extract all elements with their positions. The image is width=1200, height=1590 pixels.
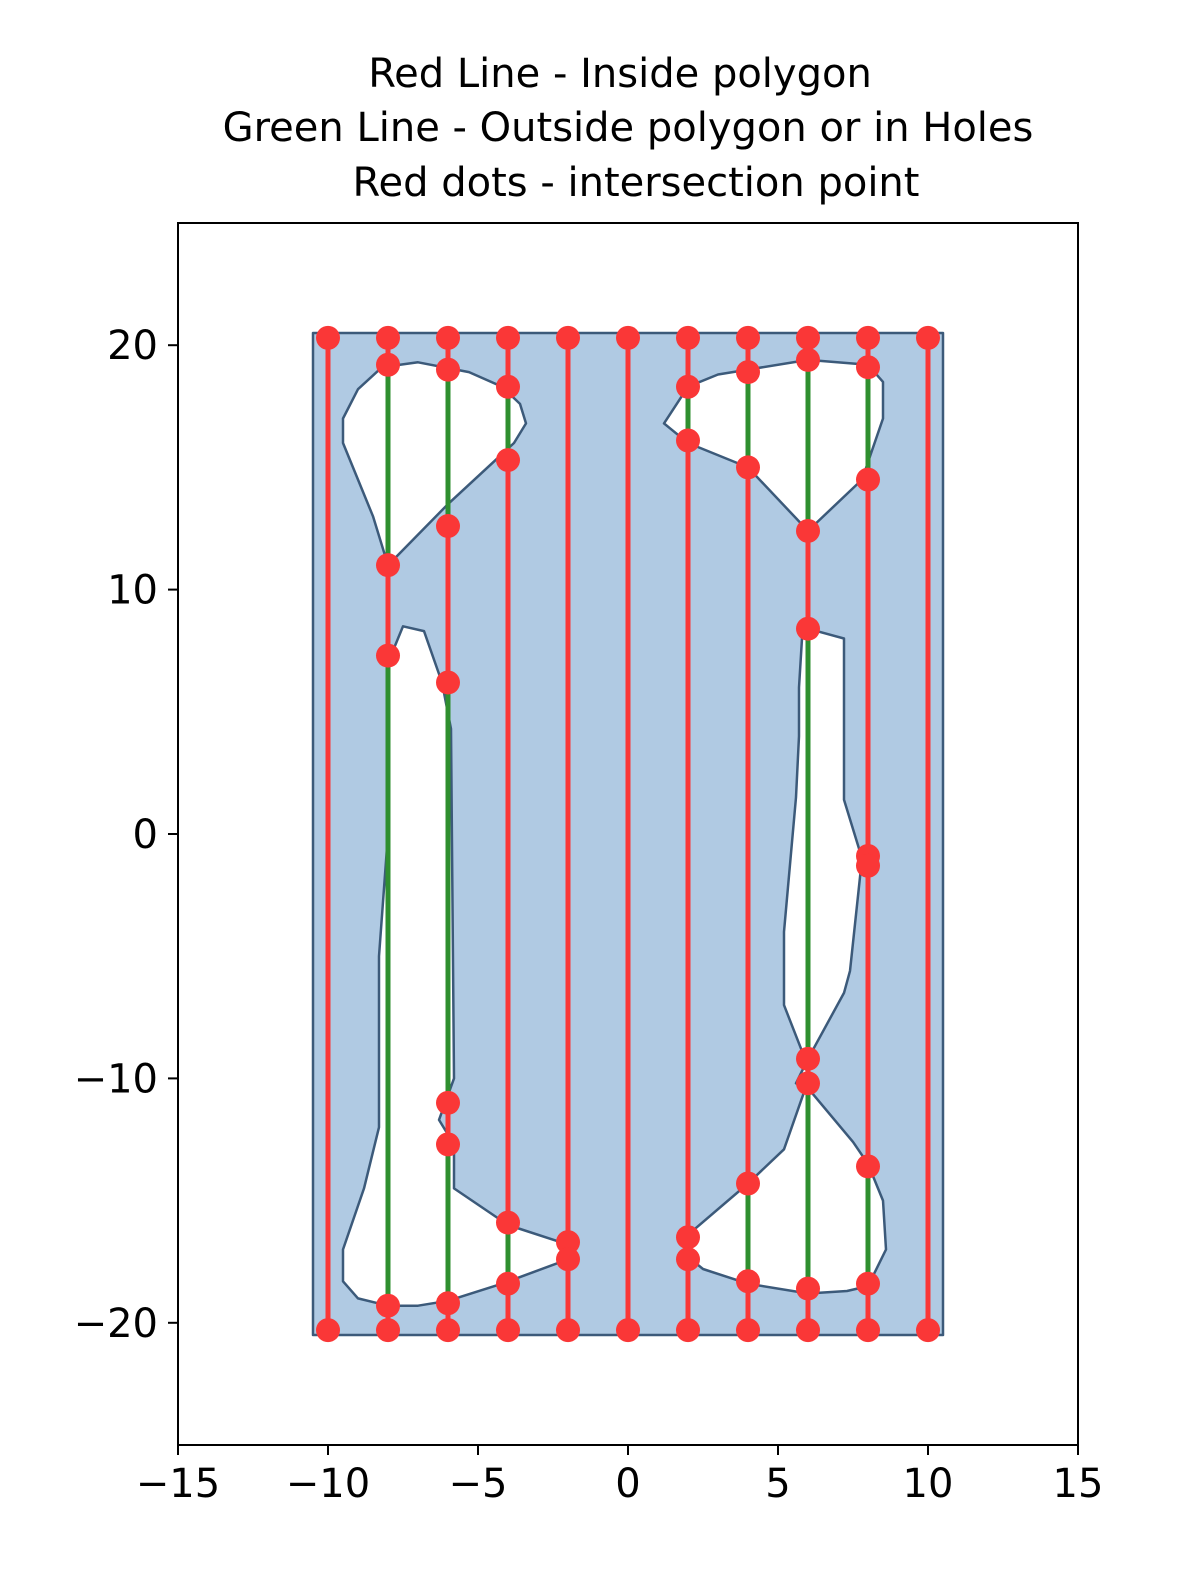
intersection-point — [496, 1210, 520, 1235]
intersection-point — [796, 1318, 820, 1343]
intersection-point — [736, 1269, 760, 1294]
intersection-point — [376, 553, 400, 578]
plot-area — [311, 325, 945, 1343]
intersection-point — [436, 1291, 460, 1316]
intersection-point — [856, 853, 880, 878]
intersection-point — [796, 347, 820, 372]
intersection-point — [556, 1230, 580, 1255]
intersection-point — [436, 1318, 460, 1343]
intersection-point — [676, 325, 700, 350]
intersection-point — [856, 467, 880, 492]
x-tick-label: −10 — [286, 1461, 370, 1507]
x-tick-label: 5 — [765, 1461, 790, 1507]
x-tick-label: 15 — [1053, 1461, 1104, 1507]
x-tick-label: −5 — [449, 1461, 508, 1507]
intersection-point — [496, 325, 520, 350]
intersection-point — [856, 1271, 880, 1296]
x-tick-label: −15 — [136, 1461, 220, 1507]
intersection-point — [556, 1247, 580, 1272]
intersection-point — [436, 514, 460, 539]
y-tick-label: −10 — [74, 1056, 158, 1102]
intersection-point — [796, 325, 820, 350]
intersection-point — [736, 360, 760, 385]
intersection-point — [436, 357, 460, 382]
intersection-point — [376, 352, 400, 377]
intersection-point — [796, 616, 820, 641]
intersection-point — [856, 1154, 880, 1179]
intersection-point — [916, 1318, 940, 1343]
intersection-point — [736, 325, 760, 350]
intersection-point — [796, 1071, 820, 1096]
intersection-point — [376, 1318, 400, 1343]
chart-title: Red Line - Inside polygon Green Line - O… — [223, 51, 1034, 206]
title-line-1: Red Line - Inside polygon — [368, 51, 872, 97]
intersection-point — [916, 325, 940, 350]
intersection-point — [616, 1318, 640, 1343]
intersection-point — [436, 670, 460, 695]
intersection-point — [736, 455, 760, 480]
intersection-point — [736, 1171, 760, 1196]
axes: −15 −10 −5 0 5 10 15 −20 −10 0 10 20 — [74, 323, 1104, 1507]
intersection-point — [556, 325, 580, 350]
intersection-point — [676, 1318, 700, 1343]
intersection-point — [556, 1318, 580, 1343]
intersection-point — [316, 1318, 340, 1343]
intersection-point — [376, 325, 400, 350]
intersection-point — [676, 1247, 700, 1272]
intersection-point — [856, 355, 880, 380]
intersection-point — [496, 1271, 520, 1296]
y-tick-label: 20 — [107, 323, 158, 369]
y-tick-label: −20 — [74, 1301, 158, 1347]
y-tick-label: 0 — [133, 812, 158, 858]
intersection-point — [796, 1046, 820, 1071]
intersection-point — [376, 1293, 400, 1318]
intersection-point — [436, 1090, 460, 1115]
y-tick-label: 10 — [107, 568, 158, 614]
intersection-point — [376, 643, 400, 668]
intersection-point — [436, 1132, 460, 1157]
intersection-point — [496, 374, 520, 399]
intersection-point — [676, 428, 700, 453]
title-line-2: Green Line - Outside polygon or in Holes — [223, 105, 1034, 151]
x-tick-label: 0 — [615, 1461, 640, 1507]
intersection-point — [676, 1225, 700, 1250]
x-tick-label: 10 — [903, 1461, 954, 1507]
intersection-point — [796, 518, 820, 543]
intersection-point — [676, 374, 700, 399]
title-line-3: Red dots - intersection point — [353, 160, 920, 206]
intersection-point — [796, 1276, 820, 1301]
intersection-point — [856, 325, 880, 350]
intersection-point — [736, 1318, 760, 1343]
intersection-point — [496, 448, 520, 473]
intersection-point — [616, 325, 640, 350]
intersection-point — [436, 325, 460, 350]
intersection-point — [316, 325, 340, 350]
intersection-point — [496, 1318, 520, 1343]
intersection-point — [856, 1318, 880, 1343]
